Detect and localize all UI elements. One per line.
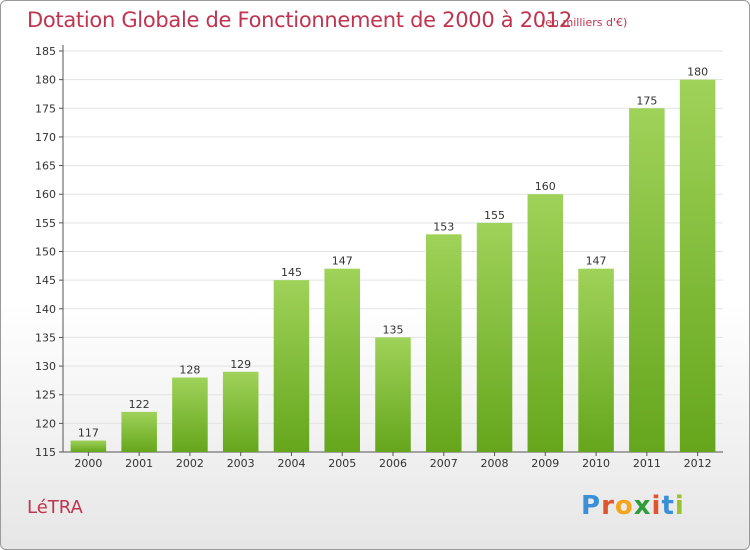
bar-2005 (324, 268, 360, 452)
y-tick-label: 180 (35, 74, 56, 87)
logo-letter: i (651, 491, 662, 521)
x-tick-label-2003: 2003 (227, 457, 255, 470)
x-tick-label-2006: 2006 (379, 457, 407, 470)
bars (70, 79, 716, 453)
logo-letter: x (633, 491, 652, 521)
x-tick-label-2011: 2011 (633, 457, 661, 470)
data-label-2000: 117 (78, 427, 99, 440)
x-tick-label-2005: 2005 (328, 457, 356, 470)
x-tick-label-2002: 2002 (176, 457, 204, 470)
chart-title: Dotation Globale de Fonctionnement de 20… (27, 8, 572, 32)
logo-letter: t (661, 491, 675, 521)
data-label-2007: 153 (433, 220, 454, 233)
data-label-2002: 128 (179, 364, 200, 377)
data-label-2006: 135 (383, 323, 404, 336)
y-tick-label: 140 (35, 303, 56, 316)
y-tick-label: 135 (35, 331, 56, 344)
bar-2004 (273, 280, 310, 452)
commune-name: LéTRA (27, 497, 83, 518)
y-tick-label: 130 (35, 360, 56, 373)
x-tick-label-2008: 2008 (481, 457, 509, 470)
data-label-2012: 180 (687, 66, 708, 79)
bar-chart: 1151201251301351401451501551601651701751… (35, 45, 723, 470)
y-tick-label: 120 (35, 417, 56, 430)
y-tick-label: 160 (35, 188, 56, 201)
data-label-2010: 147 (586, 255, 607, 268)
y-tick-label: 175 (35, 102, 56, 115)
bar-2009 (527, 194, 564, 452)
data-labels: 117 122 128 129 145 147 135 153 155 160 147 175 180 (78, 66, 708, 440)
data-label-2001: 122 (129, 398, 150, 411)
x-tick-label-2010: 2010 (582, 457, 610, 470)
x-tick-label-2009: 2009 (531, 457, 559, 470)
bar-2001 (121, 411, 157, 452)
x-tick-label-2007: 2007 (430, 457, 458, 470)
x-tick-label-2012: 2012 (684, 457, 712, 470)
y-tick-label: 170 (35, 131, 56, 144)
y-tick-label: 145 (35, 274, 56, 287)
y-tick-label: 155 (35, 217, 56, 230)
data-label-2009: 160 (535, 180, 556, 193)
bar-2012 (679, 79, 716, 453)
chart-unit: (en milliers d'€) (541, 16, 628, 29)
logo-letter: o (614, 491, 634, 521)
x-tick-label-2001: 2001 (125, 457, 153, 470)
data-label-2005: 147 (332, 255, 353, 268)
data-label-2011: 175 (636, 94, 657, 107)
bar-2000 (70, 440, 107, 452)
logo-letter: i (674, 491, 685, 521)
bar-2008 (476, 222, 513, 452)
bar-2002 (172, 377, 208, 452)
x-tick-label-2000: 2000 (74, 457, 102, 470)
y-tick-label: 150 (35, 246, 56, 259)
y-tick-label: 125 (35, 389, 56, 402)
y-tick-label: 165 (35, 160, 56, 173)
bar-2010 (578, 268, 614, 452)
proxiti-logo[interactable]: Proxiti (581, 491, 685, 521)
bar-2006 (375, 337, 411, 452)
bar-2003 (222, 371, 259, 452)
y-tick-label: 115 (35, 446, 56, 459)
logo-letter: P (581, 491, 602, 521)
y-tick-label: 185 (35, 45, 56, 58)
data-label-2003: 129 (230, 358, 251, 371)
logo-letter: r (601, 491, 615, 521)
bar-2011 (629, 108, 665, 453)
x-tick-label-2004: 2004 (277, 457, 305, 470)
data-label-2004: 145 (281, 266, 302, 279)
data-label-2008: 155 (484, 209, 505, 222)
bar-2007 (426, 234, 462, 452)
